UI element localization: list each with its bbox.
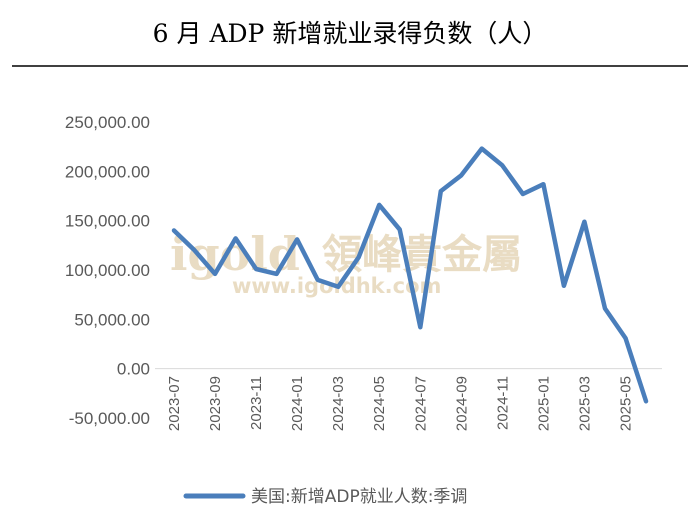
watermark-brand: igold (170, 227, 300, 281)
plot-area (171, 146, 649, 404)
x-tick-label: 2024-05 (371, 376, 388, 431)
chart-title: 6 月 ADP 新增就业录得负数（人） (153, 19, 548, 48)
y-tick-label: 200,000.00 (65, 162, 150, 181)
x-tick-label: 2025-03 (576, 376, 593, 431)
x-tick-label: 2023-07 (166, 376, 183, 431)
x-tick-label: 2024-03 (330, 376, 347, 431)
x-tick-label: 2023-09 (207, 376, 224, 431)
x-tick-label: 2024-09 (453, 376, 470, 431)
y-tick-label: 50,000.00 (74, 310, 150, 329)
y-tick-label: 100,000.00 (65, 261, 150, 280)
x-tick-label: 2024-07 (412, 376, 429, 431)
x-tick-label: 2025-01 (535, 376, 552, 431)
x-tick-label: 2024-11 (494, 376, 511, 430)
x-tick-label: 2024-01 (289, 376, 306, 431)
y-tick-label: 250,000.00 (65, 113, 150, 132)
y-axis: 250,000.00 200,000.00 150,000.00 100,000.00… (65, 113, 150, 428)
x-axis: 2023-07 2023-09 2023-11 2024-01 2024-03 2024-… (155, 368, 662, 431)
y-tick-label: -50,000.00 (69, 409, 150, 428)
y-tick-label: 0.00 (117, 360, 150, 379)
x-tick-label: 2023-11 (248, 376, 265, 430)
watermark: igold 領峰貴金屬 www.igoldhk.com (170, 227, 522, 298)
x-tick-label: 2025-05 (617, 376, 634, 431)
watermark-cn: 領峰貴金屬 (322, 231, 522, 278)
legend-label: 美国:新增ADP就业人数:季调 (251, 487, 467, 507)
y-tick-label: 150,000.00 (65, 212, 150, 231)
series-line (171, 146, 649, 404)
legend: 美国:新增ADP就业人数:季调 (183, 487, 467, 507)
